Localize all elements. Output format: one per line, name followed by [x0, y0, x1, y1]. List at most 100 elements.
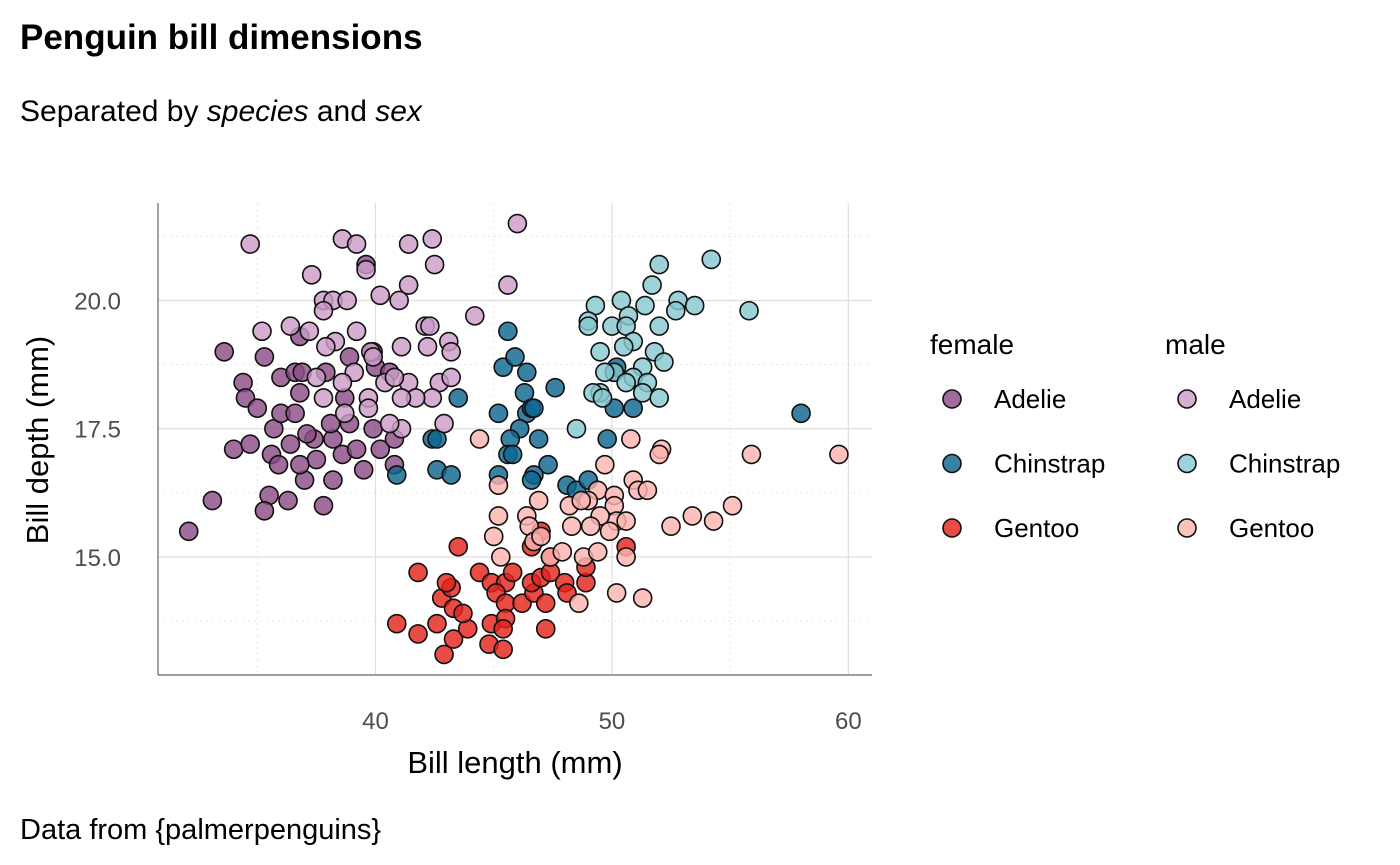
point-chinstrap-female: [498, 321, 518, 342]
point-adelie-male: [507, 213, 528, 234]
point-adelie-male: [422, 388, 443, 408]
legend-key-gentoo-male: [1177, 518, 1197, 538]
point-chinstrap-female: [521, 470, 542, 490]
point-adelie-male: [498, 275, 518, 295]
point-chinstrap-male: [635, 295, 655, 316]
point-adelie-female: [254, 347, 275, 367]
point-adelie-male: [313, 388, 334, 408]
point-chinstrap-male: [616, 372, 636, 393]
point-adelie-female: [247, 398, 268, 419]
point-adelie-male: [465, 306, 485, 326]
point-adelie-female: [290, 383, 310, 403]
point-adelie-male: [441, 341, 461, 362]
point-adelie-female: [363, 418, 383, 439]
point-adelie-female: [278, 490, 298, 511]
x-tick-label: 40: [362, 708, 389, 735]
point-adelie-male: [313, 300, 334, 321]
point-chinstrap-female: [623, 398, 644, 419]
point-adelie-female: [290, 454, 310, 475]
point-chinstrap-female: [488, 403, 509, 424]
x-tick-label: 50: [599, 708, 626, 735]
point-chinstrap-male: [739, 300, 759, 321]
point-gentoo-male: [580, 516, 601, 537]
point-gentoo-male: [528, 490, 549, 511]
point-adelie-female: [178, 521, 199, 542]
point-adelie-male: [306, 367, 327, 388]
point-gentoo-male: [606, 583, 627, 603]
point-gentoo-male: [561, 516, 582, 537]
point-adelie-female: [202, 490, 223, 511]
point-chinstrap-male: [701, 249, 722, 270]
point-adelie-male: [280, 316, 301, 336]
points: [178, 213, 849, 665]
point-adelie-male: [441, 367, 461, 388]
point-adelie-male: [363, 347, 383, 367]
legend-label: Adelie: [1229, 384, 1301, 414]
point-gentoo-female: [436, 572, 457, 593]
legend-label: Gentoo: [994, 513, 1079, 543]
legend: femaleAdelieChinstrapGentoomaleAdelieChi…: [930, 329, 1340, 543]
point-adelie-male: [240, 234, 261, 254]
point-gentoo-male: [703, 511, 724, 531]
point-gentoo-male: [616, 511, 636, 531]
point-gentoo-female: [502, 562, 523, 583]
point-chinstrap-male: [578, 316, 599, 336]
point-adelie-male: [358, 398, 379, 419]
x-tick-label: 60: [835, 708, 862, 735]
point-gentoo-female: [535, 593, 556, 613]
point-gentoo-male: [571, 490, 591, 511]
point-adelie-male: [389, 290, 409, 311]
point-adelie-male: [346, 234, 367, 254]
point-chinstrap-female: [448, 388, 469, 408]
point-gentoo-male: [569, 593, 589, 613]
point-adelie-female: [306, 449, 327, 470]
chart-title: Penguin bill dimensions: [20, 18, 423, 57]
point-chinstrap-male: [684, 295, 705, 316]
point-adelie-female: [323, 470, 343, 490]
point-gentoo-female: [434, 644, 454, 665]
point-gentoo-male: [741, 444, 762, 465]
point-gentoo-male: [616, 547, 636, 567]
point-chinstrap-male: [590, 341, 610, 362]
y-tick-label: 17.5: [74, 417, 121, 444]
point-gentoo-male: [552, 542, 573, 562]
point-adelie-female: [370, 439, 391, 460]
point-chinstrap-male: [649, 254, 670, 275]
subtitle-text: and: [309, 95, 376, 128]
point-adelie-male: [398, 234, 419, 254]
axes: 40 50 60 15.0 17.5 20.0: [74, 203, 872, 735]
point-adelie-male: [337, 290, 357, 311]
point-adelie-male: [384, 367, 405, 388]
point-adelie-female: [280, 434, 301, 454]
point-gentoo-male: [488, 475, 509, 495]
point-gentoo-female: [493, 619, 513, 639]
point-adelie-male: [301, 265, 322, 285]
point-chinstrap-female: [791, 403, 811, 424]
point-chinstrap-female: [528, 429, 549, 449]
point-adelie-male: [420, 316, 440, 336]
point-gentoo-female: [493, 639, 513, 660]
point-gentoo-male: [682, 506, 703, 526]
legend-key-gentoo-female: [942, 518, 962, 538]
point-gentoo-male: [488, 506, 509, 526]
point-gentoo-male: [649, 444, 670, 465]
point-chinstrap-male: [566, 418, 587, 439]
chart-subtitle: Separated by species and sex: [20, 95, 423, 128]
point-adelie-male: [316, 336, 336, 357]
legend-title-female: female: [930, 329, 1014, 360]
point-chinstrap-female: [502, 444, 523, 465]
point-chinstrap-female: [524, 398, 544, 419]
point-chinstrap-male: [649, 316, 670, 336]
point-adelie-female: [285, 403, 305, 424]
point-adelie-male: [332, 372, 353, 393]
point-gentoo-male: [469, 429, 490, 449]
point-adelie-female: [320, 413, 341, 434]
chart-caption: Data from {palmerpenguins}: [20, 814, 381, 846]
point-gentoo-female: [386, 613, 407, 634]
point-gentoo-male: [722, 495, 743, 516]
point-adelie-female: [268, 454, 289, 475]
x-axis-title: Bill length (mm): [407, 745, 622, 780]
y-tick-label: 15.0: [74, 545, 121, 572]
y-axis-title: Bill depth (mm): [20, 336, 55, 544]
